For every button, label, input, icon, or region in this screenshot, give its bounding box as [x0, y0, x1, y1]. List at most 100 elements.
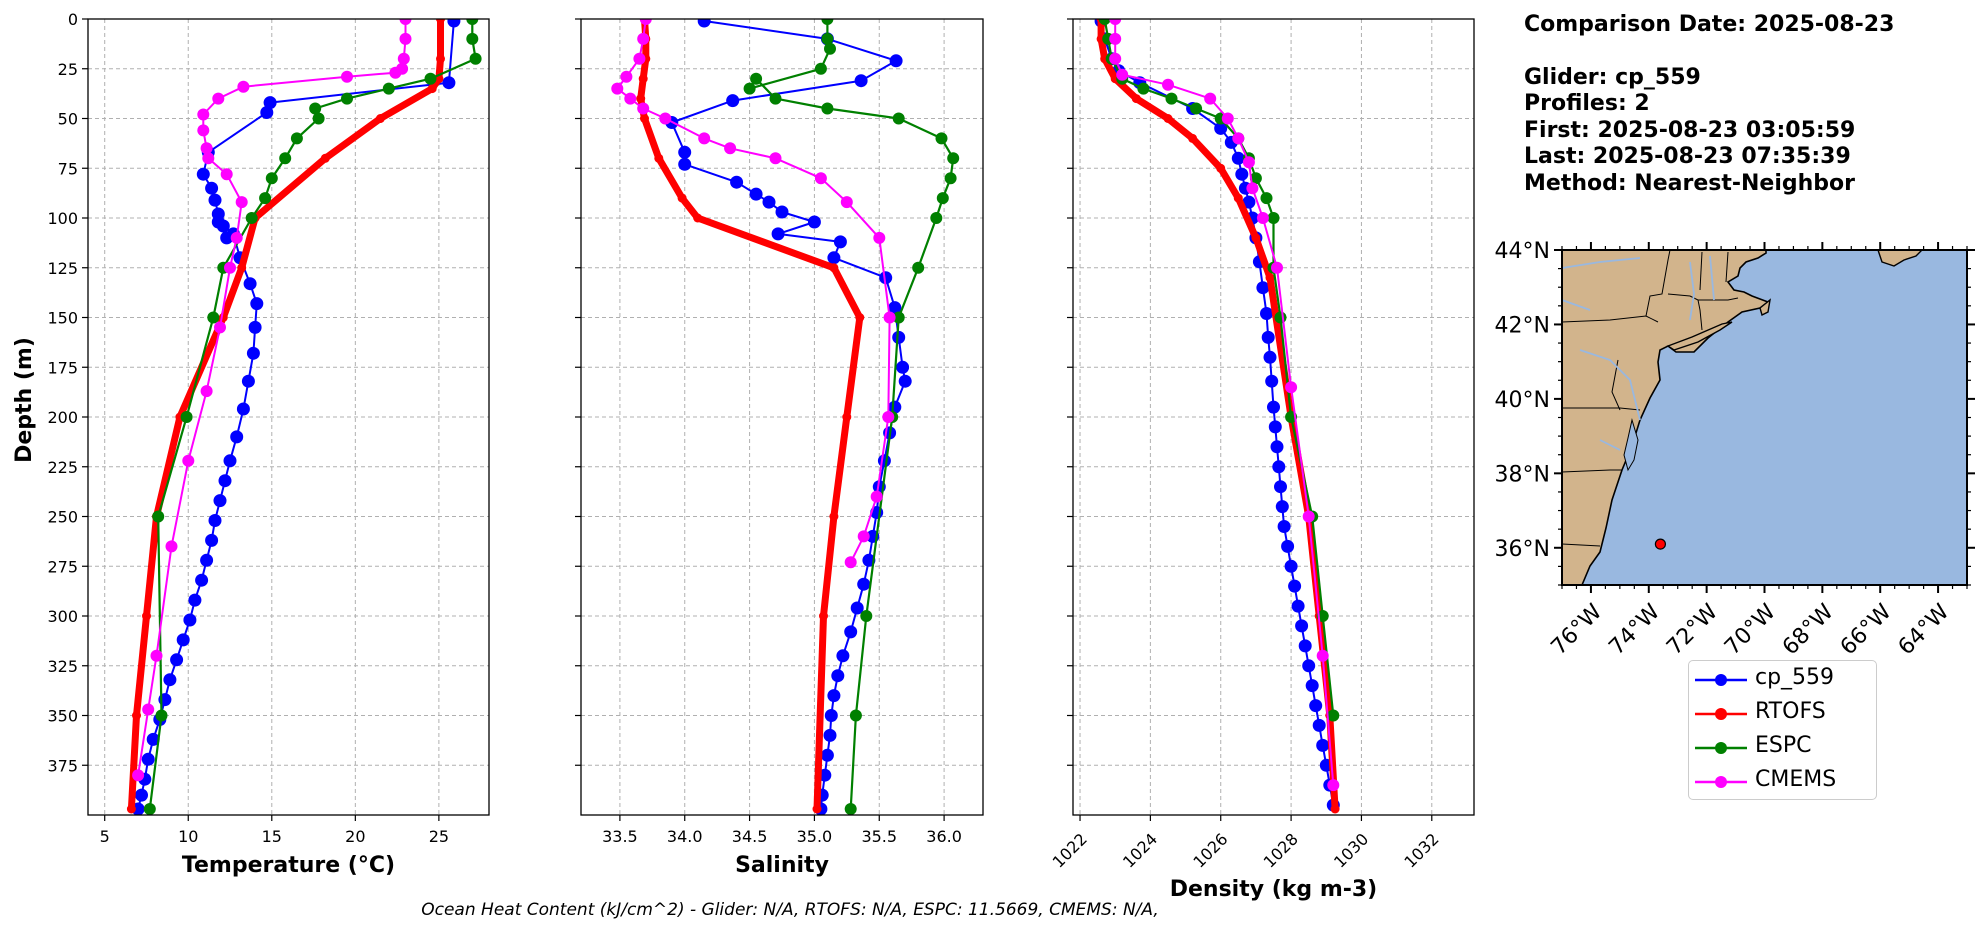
x-tick-label: 33.5: [602, 827, 638, 846]
data-point-cmems: [659, 112, 672, 125]
data-point-rtofs: [638, 74, 648, 84]
data-point-cp_559: [1274, 480, 1287, 494]
data-point-rtofs: [1131, 94, 1141, 104]
data-point-cp_559: [820, 748, 834, 762]
data-point-cp_559: [775, 205, 789, 219]
data-point-rtofs: [812, 804, 822, 814]
data-point-cp_559: [211, 215, 225, 229]
data-point-cmems: [150, 649, 163, 662]
data-point-cmems: [197, 124, 210, 137]
data-point-espc: [382, 82, 395, 95]
data-point-cp_559: [823, 728, 837, 742]
data-point-espc: [1260, 192, 1273, 205]
x-tick-label: 1022: [1049, 829, 1091, 871]
data-point-cp_559: [836, 649, 850, 663]
data-point-espc: [1137, 82, 1150, 95]
data-point-cp_559: [827, 251, 841, 265]
series-line-cmems: [1114, 19, 1335, 786]
data-point-cmems: [1327, 779, 1340, 792]
map-lat-label: 44°N: [1495, 239, 1550, 264]
y-tick-label: 125: [47, 259, 78, 278]
x-tick-label: 15: [262, 827, 282, 846]
data-point-cmems: [637, 102, 650, 115]
data-point-espc: [814, 62, 827, 75]
data-point-cp_559: [1309, 699, 1323, 713]
data-point-cmems: [882, 411, 895, 423]
data-point-cp_559: [135, 788, 148, 802]
data-point-cp_559: [447, 19, 461, 28]
data-point-espc: [143, 803, 156, 815]
legend-swatch: [1695, 742, 1747, 754]
data-point-cp_559: [1277, 520, 1291, 533]
data-point-cp_559: [877, 454, 891, 468]
data-point-cp_559: [250, 297, 264, 311]
legend-swatch: [1695, 776, 1747, 788]
y-tick-label: 25: [58, 60, 78, 79]
data-point-rtofs: [1330, 804, 1340, 814]
data-point-cp_559: [1295, 619, 1309, 633]
data-point-espc: [769, 92, 782, 105]
data-point-rtofs: [1265, 273, 1275, 283]
data-point-cp_559: [896, 360, 910, 374]
data-point-cmems: [399, 32, 412, 45]
data-point-cmems: [1204, 92, 1217, 105]
data-point-cp_559: [831, 669, 845, 683]
data-point-cp_559: [196, 167, 210, 181]
data-point-espc: [750, 72, 763, 85]
data-point-espc: [1327, 709, 1340, 722]
data-point-rtofs: [842, 412, 852, 422]
data-point-cp_559: [236, 402, 250, 416]
data-point-cmems: [633, 52, 646, 65]
data-point-cmems: [237, 80, 250, 93]
data-point-rtofs: [1233, 193, 1243, 203]
data-point-cp_559: [844, 625, 858, 639]
data-point-cp_559: [141, 752, 155, 766]
data-point-cp_559: [208, 514, 222, 527]
data-point-cp_559: [263, 96, 277, 110]
map-island: [1666, 321, 1733, 351]
y-tick-label: 275: [47, 557, 78, 576]
map-lat-label: 36°N: [1495, 537, 1550, 562]
data-point-cp_559: [1275, 500, 1289, 514]
data-point-cp_559: [762, 195, 776, 209]
temperature-panel: 0 25 50 75 100 125 150 175 200 225 250 275 300 325 350…: [47, 10, 490, 878]
x-tick-label: 1030: [1330, 829, 1372, 871]
data-point-rtofs: [640, 114, 649, 123]
data-point-cp_559: [1261, 330, 1275, 344]
info-box: Comparison Date: 2025-08-23 Glider: cp_5…: [1524, 12, 1894, 197]
data-point-cp_559: [892, 330, 906, 344]
data-point-cmems: [200, 142, 213, 155]
legend-item-cmems: CMEMS: [1689, 765, 1876, 799]
data-point-cp_559: [1270, 440, 1284, 454]
data-point-cp_559: [183, 613, 197, 627]
x-tick-label: 1026: [1189, 829, 1231, 871]
data-point-espc: [466, 19, 479, 25]
data-point-rtofs: [237, 263, 247, 273]
data-point-rtofs: [677, 193, 687, 203]
data-point-rtofs: [132, 711, 141, 720]
data-point-espc: [944, 172, 957, 185]
footer-ohc: Ocean Heat Content (kJ/cm^2) - Glider: N…: [421, 900, 1159, 920]
data-point-rtofs: [654, 153, 664, 163]
data-point-espc: [892, 311, 905, 324]
data-point-cmems: [142, 703, 155, 716]
data-point-espc: [912, 261, 925, 274]
data-point-cmems: [165, 540, 178, 553]
data-point-cp_559: [170, 653, 184, 667]
x-tick-label: 34.5: [732, 827, 768, 846]
data-point-cp_559: [827, 689, 841, 703]
data-point-rtofs: [436, 19, 445, 24]
data-point-cp_559: [260, 106, 274, 119]
map-rivers: [1561, 255, 1715, 451]
map-lon-label: 70°W: [1720, 599, 1781, 660]
data-point-cp_559: [1214, 121, 1228, 135]
data-point-espc: [821, 102, 834, 115]
data-point-rtofs: [1163, 114, 1173, 123]
data-point-cp_559: [879, 271, 893, 285]
map-lat-label: 40°N: [1495, 388, 1550, 413]
data-point-rtofs: [1251, 233, 1261, 243]
map-lon-label: 72°W: [1662, 599, 1723, 660]
data-point-cp_559: [205, 533, 219, 547]
data-point-rtofs: [142, 611, 151, 621]
